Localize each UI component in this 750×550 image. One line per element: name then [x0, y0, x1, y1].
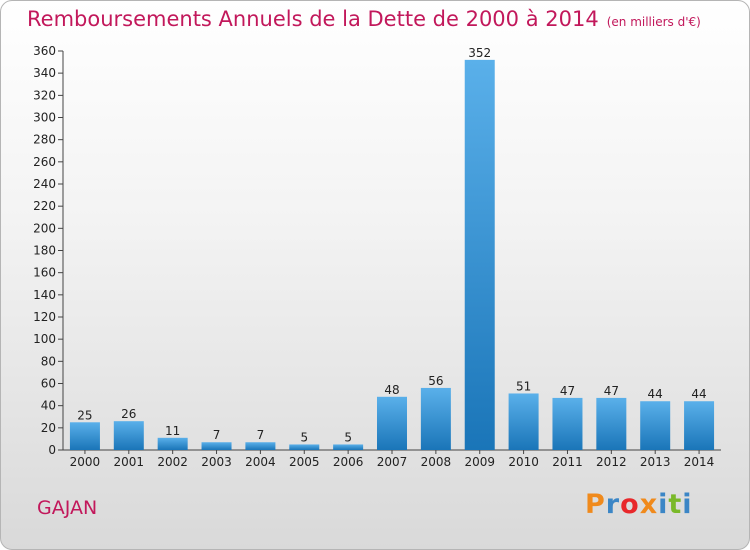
bar: [464, 59, 495, 450]
x-tick-label: 2004: [245, 455, 276, 469]
bar: [684, 401, 715, 450]
bar: [333, 444, 364, 450]
x-tick-label: 2007: [377, 455, 408, 469]
title-unit: (en milliers d'€): [606, 15, 701, 29]
y-tick-label: 160: [33, 266, 56, 280]
y-tick-label: 300: [33, 111, 56, 125]
x-tick-label: 2011: [552, 455, 583, 469]
bar: [508, 393, 539, 450]
bar: [596, 397, 627, 450]
logo-letter: i: [682, 489, 693, 520]
bar-value-label: 44: [691, 387, 706, 401]
logo-letter: o: [620, 489, 640, 520]
bar-value-label: 5: [300, 430, 308, 444]
y-tick-label: 180: [33, 244, 56, 258]
bar: [201, 442, 232, 450]
bar: [552, 397, 583, 450]
bar: [640, 401, 671, 450]
x-tick-label: 2001: [114, 455, 145, 469]
y-tick-label: 40: [41, 399, 56, 413]
logo-letter: t: [668, 489, 683, 520]
bar-value-label: 48: [384, 383, 399, 397]
bar-value-label: 11: [165, 424, 180, 438]
x-tick-label: 2005: [289, 455, 320, 469]
bar-value-label: 47: [604, 384, 619, 398]
y-tick-label: 60: [41, 377, 56, 391]
y-tick-label: 120: [33, 310, 56, 324]
y-axis: 0 20 40 60 80 100 120 140 160 180 200 220 240 260 280 3…: [33, 44, 64, 457]
logo-letter: i: [658, 489, 669, 520]
bar-value-label: 5: [344, 430, 352, 444]
bar-value-label: 26: [121, 407, 136, 421]
y-tick-label: 360: [33, 44, 56, 58]
bars: 25 26 11 7 7 5 5 48 56 352 51 47 47 44 44: [69, 46, 715, 450]
y-tick-label: 280: [33, 133, 56, 147]
bar-value-label: 25: [77, 408, 92, 422]
bar-value-label: 7: [213, 428, 221, 442]
y-tick-label: 340: [33, 66, 56, 80]
y-tick-label: 20: [41, 421, 56, 435]
bar: [420, 387, 451, 450]
proxiti-logo: Proxiti: [585, 489, 693, 520]
y-tick-label: 80: [41, 354, 56, 368]
y-tick-label: 100: [33, 332, 56, 346]
x-tick-label: 2003: [201, 455, 232, 469]
bar-value-label: 352: [468, 46, 491, 60]
bar-value-label: 7: [257, 428, 265, 442]
title-text: Remboursements Annuels de la Dette de 20…: [27, 7, 599, 31]
y-tick-label: 240: [33, 177, 56, 191]
bar: [377, 396, 407, 450]
location-name: GAJAN: [37, 497, 98, 519]
bar-value-label: 56: [428, 374, 443, 388]
y-tick-label: 320: [33, 88, 56, 102]
x-axis: 2000 2001 2002 2003 2004 2005 2006 2007 2008 2009…: [63, 449, 721, 469]
x-tick-label: 2006: [333, 455, 364, 469]
bar-value-label: 44: [648, 387, 663, 401]
bar-value-label: 47: [560, 384, 575, 398]
x-tick-label: 2008: [421, 455, 452, 469]
x-tick-label: 2009: [464, 455, 495, 469]
bar: [157, 437, 188, 450]
y-tick-label: 200: [33, 221, 56, 235]
x-tick-label: 2012: [596, 455, 627, 469]
y-tick-label: 0: [48, 443, 56, 457]
y-tick-label: 260: [33, 155, 56, 169]
bar: [289, 444, 320, 450]
logo-letter: x: [639, 489, 659, 520]
x-tick-label: 2014: [684, 455, 715, 469]
x-tick-label: 2013: [640, 455, 671, 469]
bar: [113, 421, 144, 450]
y-tick-label: 140: [33, 288, 56, 302]
bar: [69, 422, 100, 450]
x-tick-label: 2002: [157, 455, 188, 469]
chart-title: Remboursements Annuels de la Dette de 20…: [27, 7, 701, 31]
x-tick-label: 2010: [508, 455, 539, 469]
bar-value-label: 51: [516, 379, 531, 393]
y-tick-label: 220: [33, 199, 56, 213]
bar: [245, 442, 276, 450]
logo-letter: r: [605, 489, 621, 520]
logo-letter: P: [585, 489, 606, 520]
x-tick-label: 2000: [70, 455, 101, 469]
